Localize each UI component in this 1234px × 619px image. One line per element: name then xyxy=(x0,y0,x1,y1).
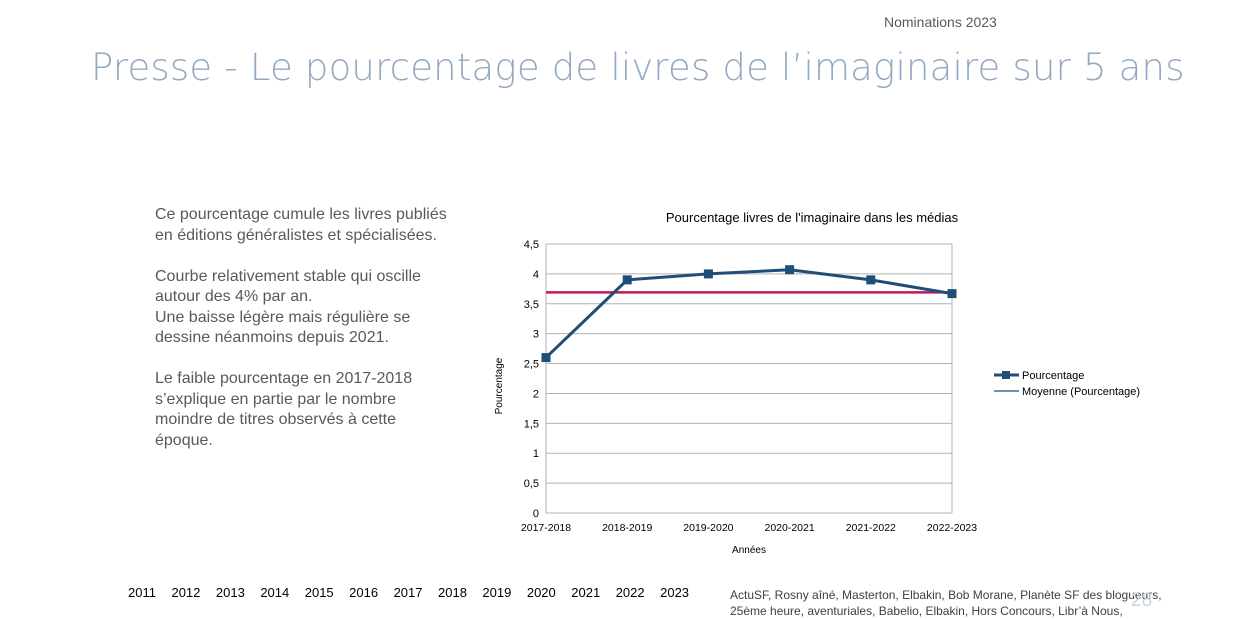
sources-text: ActuSF, Rosny aîné, Masterton, Elbakin, … xyxy=(730,587,1170,619)
years-row: 2011 2012 2013 2014 2015 2016 2017 2018 2019 2020… xyxy=(128,585,705,600)
paragraph-3: Le faible pourcentage en 2017-2018 s’exp… xyxy=(155,370,413,449)
x-tick-label: 2017-2018 xyxy=(521,522,571,534)
legend: Pourcentage Moyenne (Pourcentage) xyxy=(994,370,1140,398)
y-tick-label: 1,5 xyxy=(524,418,539,430)
description-text: Ce pourcentage cumule les livres publiés… xyxy=(155,205,455,472)
y-axis-label: Pourcentage xyxy=(494,357,505,414)
x-tick-labels: 2017-2018 2018-2019 2019-2020 2020-2021 2021… xyxy=(521,522,977,534)
x-tick-label: 2018-2019 xyxy=(602,522,652,534)
year-label: 2011 xyxy=(128,585,156,600)
slide-title: Presse - Le pourcentage de livres de l’i… xyxy=(91,46,1185,89)
data-point-marker xyxy=(541,353,551,363)
chart-title: Pourcentage livres de l'imaginaire dans … xyxy=(666,210,959,225)
y-tick-label: 4 xyxy=(533,269,539,281)
sources-line-1: ActuSF, Rosny aîné, Masterton, Elbakin, … xyxy=(730,588,1162,602)
year-label: 2014 xyxy=(260,585,290,600)
year-label: 2017 xyxy=(393,585,423,600)
gridlines xyxy=(545,243,953,514)
x-tick-label: 2022-2023 xyxy=(927,522,977,534)
y-tick-label: 3 xyxy=(533,329,539,341)
x-tick-label: 2021-2022 xyxy=(846,522,896,534)
year-label: 2018 xyxy=(438,585,467,600)
data-point-marker xyxy=(785,265,795,275)
y-tick-label: 1 xyxy=(533,448,539,460)
x-tick-label: 2019-2020 xyxy=(683,522,733,534)
paragraph-2b: Une baisse légère mais régulière se dess… xyxy=(155,308,411,347)
paragraph-1: Ce pourcentage cumule les livres publiés… xyxy=(155,206,447,244)
y-tick-label: 2 xyxy=(533,388,539,400)
year-label: 2022 xyxy=(615,585,645,600)
paragraph-2: Courbe relativement stable qui oscille a… xyxy=(155,267,455,349)
page-number: 28 xyxy=(1131,590,1153,611)
series-lines xyxy=(541,265,957,363)
data-point-marker xyxy=(703,269,713,279)
data-point-marker xyxy=(622,275,632,285)
y-tick-label: 3,5 xyxy=(524,299,539,311)
y-tick-label: 0 xyxy=(533,508,539,520)
data-point-marker xyxy=(947,289,957,299)
y-tick-label: 4,5 xyxy=(524,239,539,251)
year-label: 2013 xyxy=(215,585,245,600)
sources-line-2: 25ème heure, aventuriales, Babelio, Elba… xyxy=(730,604,1123,618)
y-tick-label: 0,5 xyxy=(524,478,539,490)
year-label: 2021 xyxy=(571,585,601,600)
year-label: 2023 xyxy=(660,585,690,600)
year-label: 2019 xyxy=(482,585,512,600)
year-label: 2020 xyxy=(526,585,556,600)
year-label: 2015 xyxy=(304,585,334,600)
legend-label-moyenne: Moyenne (Pourcentage) xyxy=(1022,386,1140,398)
paragraph-2a: Courbe relativement stable qui oscille a… xyxy=(155,267,421,306)
x-tick-label: 2020-2021 xyxy=(764,522,814,534)
y-tick-label: 2,5 xyxy=(524,359,539,371)
y-tick-labels: 0 0,5 1 1,5 2 2,5 3 3,5 4 4,5 xyxy=(524,239,539,520)
nominations-label: Nominations 2023 xyxy=(884,14,997,30)
year-label: 2016 xyxy=(349,585,379,600)
year-label: 2012 xyxy=(171,585,201,600)
data-point-marker xyxy=(866,275,876,285)
series-line-pourcentage xyxy=(544,268,953,359)
legend-marker-pourcentage xyxy=(1002,371,1010,379)
x-axis-label: Années xyxy=(732,545,766,556)
legend-label-pourcentage: Pourcentage xyxy=(1022,370,1084,382)
